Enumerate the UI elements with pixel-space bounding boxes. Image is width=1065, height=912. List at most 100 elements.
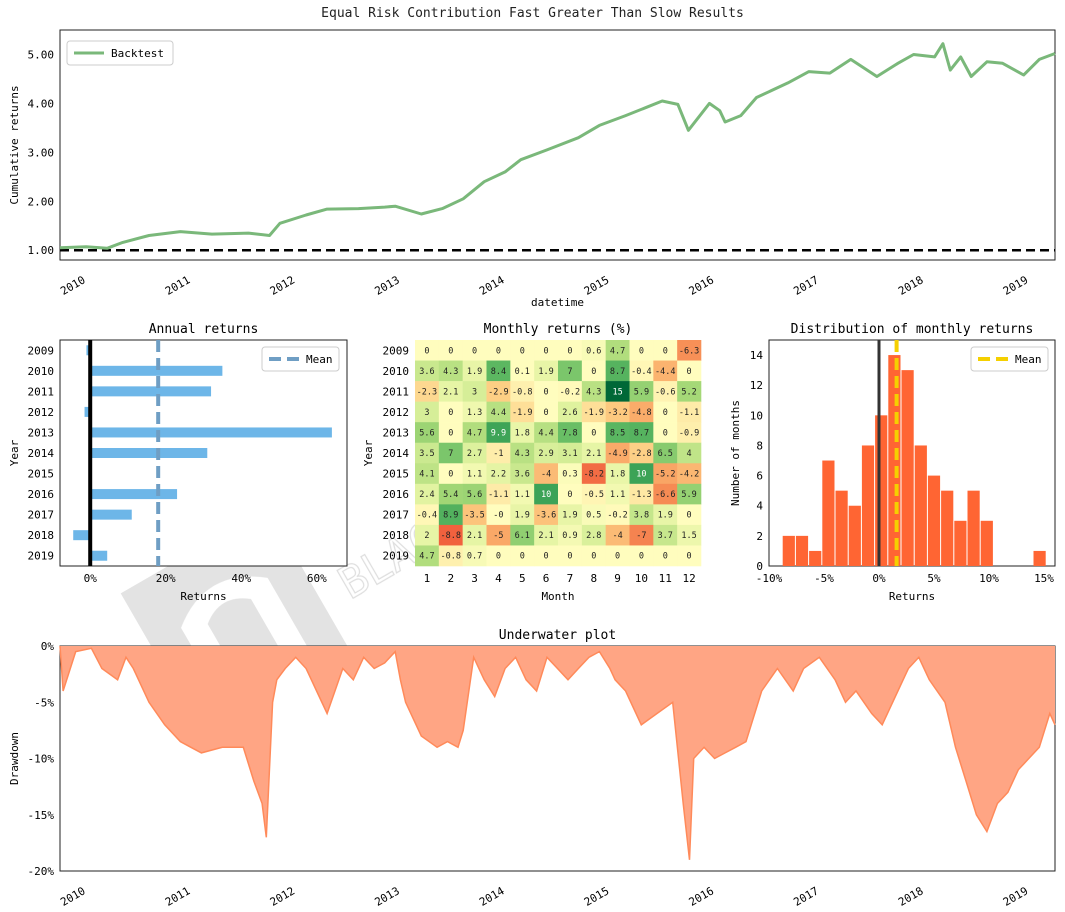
- monthly-cell-label: 7.8: [562, 428, 577, 438]
- distribution-bar: [954, 520, 967, 566]
- cumulative-xtick-label: 2015: [582, 273, 611, 298]
- monthly-cell: [581, 442, 606, 464]
- monthly-cell-label: 1.9: [515, 511, 530, 521]
- annual-xtick-label: 20%: [156, 572, 176, 585]
- monthly-cell-label: -4.4: [655, 367, 675, 377]
- monthly-cell-label: 4.3: [515, 449, 530, 459]
- underwater-xtick-label: 2013: [372, 884, 401, 909]
- monthly-cell: [438, 340, 463, 361]
- annual-bar: [90, 550, 108, 561]
- distribution-ytick-label: 0: [756, 560, 763, 573]
- monthly-cell: [653, 422, 678, 444]
- distribution-ytick-label: 12: [750, 379, 763, 392]
- monthly-cell: [629, 463, 654, 485]
- monthly-cell: [558, 360, 583, 382]
- distribution-xtick-label: 10%: [979, 572, 999, 585]
- monthly-cell: [462, 422, 487, 444]
- monthly-cell-label: 5.2: [681, 387, 696, 397]
- monthly-xtick-label: 9: [614, 572, 621, 585]
- annual-bar: [90, 386, 212, 397]
- monthly-ytick-label: 2011: [383, 385, 410, 398]
- monthly-cell-label: 2.1: [538, 531, 553, 541]
- distribution-bar: [967, 490, 980, 566]
- monthly-cell: [581, 360, 606, 382]
- monthly-cell-label: 0: [687, 511, 692, 521]
- monthly-cell-label: 8.4: [491, 367, 506, 377]
- annual-bar: [84, 406, 91, 417]
- monthly-cell: [462, 360, 487, 382]
- monthly-cell-label: 0: [687, 552, 692, 562]
- monthly-cell-label: 6.5: [658, 449, 673, 459]
- monthly-cell-label: -8.2: [584, 470, 604, 480]
- monthly-cell-label: 0: [520, 346, 525, 356]
- monthly-cell: [415, 381, 440, 402]
- monthly-cell-label: -1.1: [679, 408, 699, 418]
- distribution-bar: [782, 535, 795, 566]
- monthly-cell-label: 9.9: [491, 428, 506, 438]
- monthly-cell: [486, 401, 511, 423]
- underwater-xtick-label: 2019: [1001, 884, 1030, 909]
- monthly-cell: [581, 340, 606, 361]
- distribution-ytick-label: 4: [756, 500, 763, 513]
- monthly-cell: [486, 381, 511, 402]
- monthly-cell: [510, 442, 535, 464]
- monthly-cell-label: 4.4: [538, 428, 553, 438]
- cumulative-xtick-label: 2010: [58, 273, 87, 298]
- annual-legend-box: [261, 346, 340, 372]
- monthly-cell-label: -2.8: [631, 449, 651, 459]
- monthly-cell: [581, 483, 606, 505]
- monthly-cell: [486, 483, 511, 505]
- monthly-cell: [605, 442, 630, 464]
- monthly-cell-label: 4.7: [467, 428, 482, 438]
- distribution-legend-box: [970, 346, 1049, 372]
- distribution-bar: [835, 490, 848, 566]
- distribution-xlabel: Returns: [889, 590, 935, 603]
- monthly-cell: [462, 381, 487, 402]
- monthly-ytick-label: 2014: [383, 447, 410, 460]
- monthly-cell-label: 0.5: [586, 511, 601, 521]
- monthly-cell-label: 0.3: [562, 470, 577, 480]
- monthly-cell-label: 1.9: [562, 511, 577, 521]
- monthly-cell: [462, 340, 487, 361]
- monthly-cell-label: 2.9: [538, 449, 553, 459]
- annual-xtick-label: 40%: [231, 572, 251, 585]
- annual-ytick-label: 2010: [28, 365, 55, 378]
- monthly-cell: [605, 463, 630, 485]
- monthly-ytick-label: 2018: [383, 529, 410, 542]
- underwater-ytick-label: -10%: [28, 753, 55, 766]
- monthly-cell: [629, 340, 654, 361]
- monthly-cell: [581, 401, 606, 423]
- monthly-cell: [605, 504, 630, 526]
- monthly-cell: [677, 442, 702, 464]
- monthly-cell-label: 1.8: [610, 470, 625, 480]
- monthly-cell-label: 1.1: [467, 470, 482, 480]
- monthly-cell: [558, 442, 583, 464]
- backtest-line: [59, 42, 1056, 250]
- monthly-cell-label: -0.6: [655, 387, 675, 397]
- monthly-cell-label: 3.7: [658, 531, 673, 541]
- monthly-cell: [581, 524, 606, 546]
- distribution-bar: [861, 445, 875, 566]
- monthly-cell-label: 0: [663, 408, 668, 418]
- monthly-cell-label: 0: [687, 367, 692, 377]
- monthly-cell-label: 5.4: [443, 490, 458, 500]
- cumulative-xtick-label: 2012: [268, 273, 297, 298]
- monthly-cell: [510, 360, 535, 382]
- monthly-cell-label: 3.6: [515, 470, 530, 480]
- monthly-cell-label: -3.5: [464, 511, 484, 521]
- monthly-cell-label: 0.7: [467, 552, 482, 562]
- monthly-cell: [677, 524, 702, 546]
- monthly-cell: [629, 524, 654, 546]
- monthly-cell: [415, 463, 440, 485]
- monthly-cell-label: -4: [612, 531, 622, 541]
- monthly-cell-label: 0: [663, 346, 668, 356]
- monthly-cell-label: -5.2: [655, 470, 675, 480]
- monthly-returns-heatmap-panel: Monthly returns (%)2009 0 0 0 0 0 0 0 0.6 4.7 0 0 -6…: [362, 322, 702, 603]
- monthly-cell: [677, 340, 702, 361]
- monthly-cell-label: 0: [544, 387, 549, 397]
- underwater-ytick-label: -5%: [34, 696, 54, 709]
- monthly-ytick-label: 2009: [383, 344, 410, 357]
- monthly-cell-label: -0.2: [607, 511, 627, 521]
- monthly-cell: [558, 340, 583, 361]
